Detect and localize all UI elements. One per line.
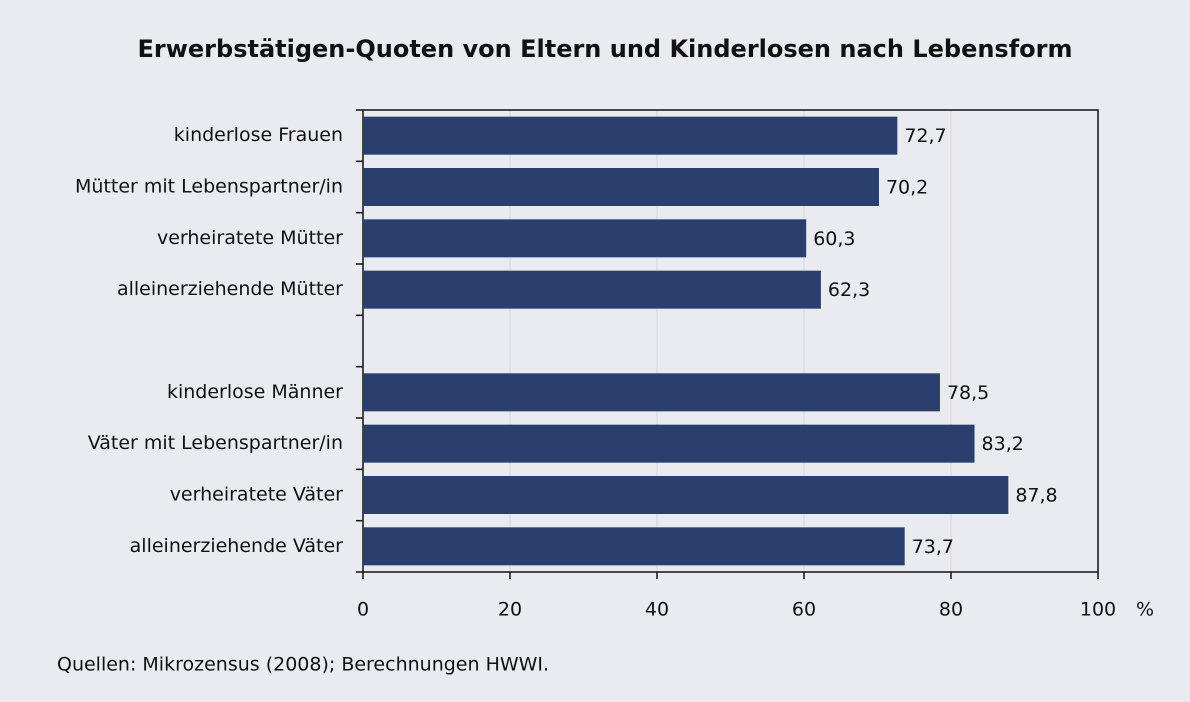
value-label: 70,2 xyxy=(886,177,928,199)
bar xyxy=(363,219,807,258)
x-tick-label: 20 xyxy=(498,599,522,621)
value-label: 62,3 xyxy=(828,279,870,301)
bar xyxy=(363,476,1009,514)
value-label: 83,2 xyxy=(982,433,1024,455)
value-label: 73,7 xyxy=(912,536,954,558)
value-label: 72,7 xyxy=(904,125,946,147)
source: Quellen: Mikrozensus (2008); Berechnunge… xyxy=(57,654,549,676)
y-tick-label: Mütter mit Lebenspartner/in xyxy=(75,176,343,198)
value-label: 78,5 xyxy=(947,382,989,404)
value-label: 60,3 xyxy=(813,228,855,250)
y-tick-label: kinderlose Männer xyxy=(167,381,343,403)
bar xyxy=(363,527,905,566)
y-tick-label: kinderlose Frauen xyxy=(174,124,343,146)
bar xyxy=(363,116,898,155)
y-tick-label: verheiratete Mütter xyxy=(157,227,343,249)
y-tick-label: alleinerziehende Mütter xyxy=(117,278,343,300)
y-tick-label: alleinerziehende Väter xyxy=(130,535,344,557)
plot-frame xyxy=(362,109,1099,573)
x-tick-label: 40 xyxy=(645,599,669,621)
bar xyxy=(363,373,940,412)
chart-title: Erwerbstätigen-Quoten von Eltern und Kin… xyxy=(138,35,1073,63)
bar xyxy=(363,270,821,309)
y-tick-label: Väter mit Lebenspartner/in xyxy=(88,432,343,454)
x-unit: % xyxy=(1136,599,1154,621)
x-tick-label: 80 xyxy=(939,599,963,621)
x-tick-label: 0 xyxy=(357,599,369,621)
bar xyxy=(363,424,975,463)
y-tick-label: verheiratete Väter xyxy=(170,484,343,506)
bar xyxy=(363,168,879,206)
x-tick-label: 100 xyxy=(1080,599,1116,621)
x-tick-label: 60 xyxy=(792,599,816,621)
value-label: 87,8 xyxy=(1015,485,1057,507)
